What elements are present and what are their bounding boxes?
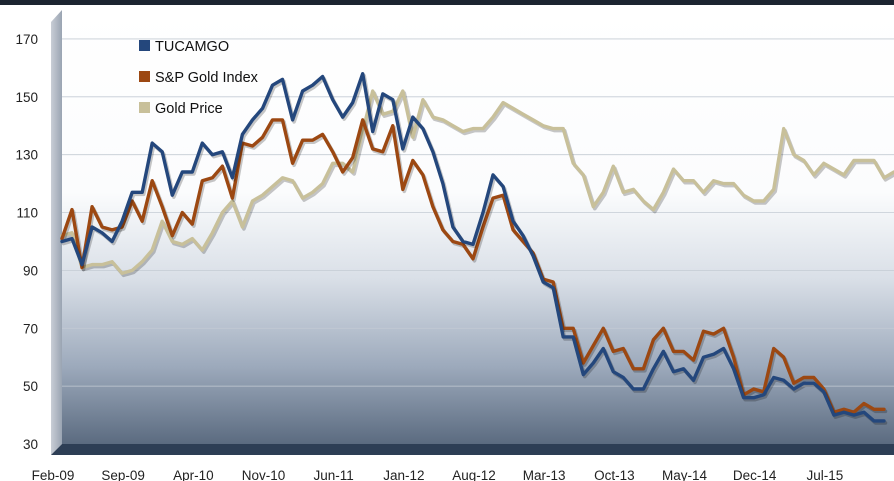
x-tick-label-mar-13: Mar-13 xyxy=(523,468,566,481)
y-tick-label-30: 30 xyxy=(23,437,38,452)
legend-item-tucamgo: TUCAMGO xyxy=(139,39,229,55)
series-shadow-tucamgo xyxy=(61,73,888,425)
legend-swatch-tucamgo xyxy=(139,40,150,51)
legend-item-sp-gold-index: S&P Gold Index xyxy=(139,70,259,86)
y-tick-label-130: 130 xyxy=(15,148,38,163)
x-tick-label-jun-11: Jun-11 xyxy=(314,468,354,481)
series-s-p-gold-index xyxy=(60,118,888,417)
x-tick-label-jan-12: Jan-12 xyxy=(383,468,424,481)
series-layer xyxy=(60,71,894,425)
legend: TUCAMGO S&P Gold Index Gold Price xyxy=(139,39,259,117)
legend-swatch-gold-price xyxy=(139,102,150,113)
x-tick-label-apr-10: Apr-10 xyxy=(173,468,214,481)
y-tick-label-70: 70 xyxy=(23,321,38,336)
y-axis-ticks: 30 50 70 90 110 130 150 170 xyxy=(15,32,38,452)
y-tick-label-110: 110 xyxy=(16,206,38,221)
gridlines xyxy=(62,38,894,387)
x-tick-label-feb-09: Feb-09 xyxy=(32,468,75,481)
legend-label-gold-price: Gold Price xyxy=(155,101,223,117)
series-line-tucamgo xyxy=(60,71,886,423)
y-tick-label-150: 150 xyxy=(15,90,38,105)
series-gold-price xyxy=(60,89,894,278)
plot-floor xyxy=(51,444,894,455)
y-tick-label-50: 50 xyxy=(23,379,38,394)
series-tucamgo xyxy=(60,71,888,425)
x-tick-label-may-14: May-14 xyxy=(662,468,708,481)
y-tick-label-170: 170 xyxy=(15,32,38,47)
x-tick-label-jul-15: Jul-15 xyxy=(806,468,843,481)
series-shadow-s-p-gold-index xyxy=(61,120,888,417)
series-line-s-p-gold-index xyxy=(60,118,886,414)
y-tick-label-90: 90 xyxy=(23,263,38,278)
x-tick-label-nov-10: Nov-10 xyxy=(242,468,286,481)
x-tick-label-oct-13: Oct-13 xyxy=(594,468,635,481)
x-tick-label-aug-12: Aug-12 xyxy=(452,468,496,481)
legend-label-tucamgo: TUCAMGO xyxy=(155,39,229,55)
series-line-gold-price xyxy=(60,89,894,275)
legend-label-sp-gold-index: S&P Gold Index xyxy=(155,70,259,86)
x-tick-label-dec-14: Dec-14 xyxy=(733,468,777,481)
legend-item-gold-price: Gold Price xyxy=(139,101,223,117)
top-bar xyxy=(0,0,894,5)
x-axis-ticks: Feb-09 Sep-09 Apr-10 Nov-10 Jun-11 Jan-12 Aug-… xyxy=(32,468,844,481)
plot-left-wall xyxy=(51,10,62,455)
x-tick-label-sep-09: Sep-09 xyxy=(101,468,145,481)
legend-swatch-sp-gold-index xyxy=(139,71,150,82)
